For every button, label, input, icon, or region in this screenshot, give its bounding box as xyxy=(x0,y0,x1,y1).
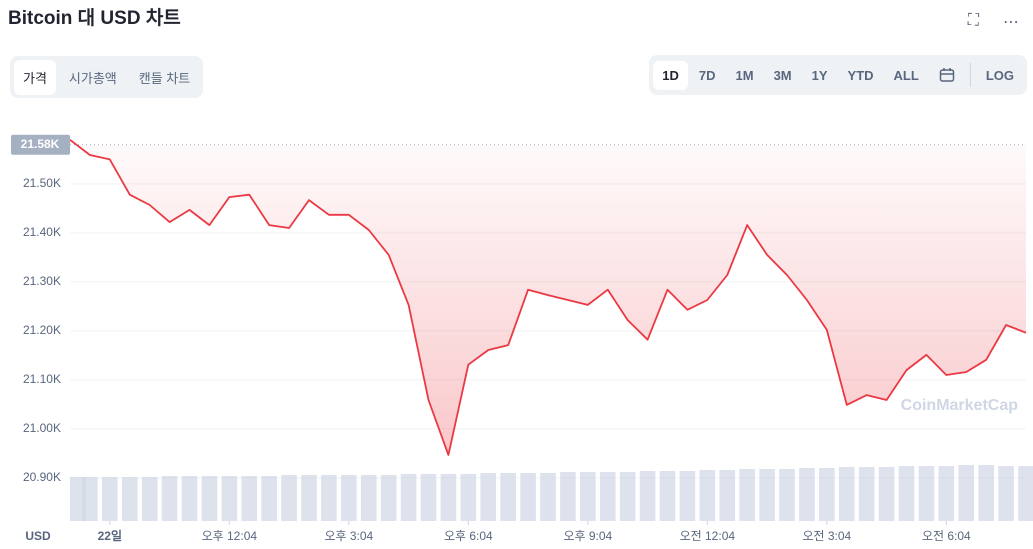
y-tick-label: 21.30K xyxy=(23,274,61,288)
toolbar-icons: ⛶ ⋯ xyxy=(968,12,1019,32)
tab[interactable]: 캔들 차트 xyxy=(138,70,191,86)
x-tick-label: 오전 3:04 xyxy=(802,529,851,543)
x-tick-label: 22일 xyxy=(98,529,122,543)
volume-bar xyxy=(321,475,337,521)
volume-bar xyxy=(141,477,158,521)
x-tick-label: 오후 12:04 xyxy=(202,529,258,543)
volume-bar xyxy=(82,477,98,521)
volume-bar xyxy=(739,469,755,521)
range-button[interactable]: YTD xyxy=(847,67,874,83)
volume-bar xyxy=(281,475,297,521)
chart-title: Bitcoin 대 USD 차트 xyxy=(8,8,181,29)
log-button[interactable]: LOG xyxy=(985,67,1014,83)
price-area xyxy=(70,139,1026,455)
volume-bar xyxy=(440,474,457,521)
price-line xyxy=(69,139,1027,456)
more-button[interactable]: ⋯ xyxy=(1003,14,1019,31)
volume-bar xyxy=(639,471,656,521)
volume-bar xyxy=(699,470,716,521)
x-tick-label: 오전 12:04 xyxy=(680,529,736,543)
range-button[interactable]: 3M xyxy=(773,67,792,83)
volume-bar xyxy=(958,465,975,521)
volume-bar xyxy=(679,471,696,521)
volume-bar xyxy=(181,476,198,521)
tab-bar: 가격 시가총액 캔들 차트 xyxy=(10,56,204,98)
range-button[interactable]: 1D xyxy=(653,60,688,90)
y-tick-label: 21.50K xyxy=(23,176,61,190)
volume-bar xyxy=(819,468,835,521)
volume-bar xyxy=(918,466,935,521)
volume-bar xyxy=(560,472,576,521)
range-button[interactable]: ALL xyxy=(893,67,919,83)
fullscreen-button[interactable]: ⛶ xyxy=(967,12,979,29)
x-tick-label: 오후 3:04 xyxy=(324,529,373,543)
volume-bar xyxy=(799,468,815,521)
volume-bar xyxy=(261,476,277,521)
x-tick-label: 오전 6:04 xyxy=(922,529,971,543)
range-button[interactable]: 7D xyxy=(698,67,716,83)
y-tick-label: 21.40K xyxy=(23,225,61,239)
volume-bar xyxy=(580,472,596,521)
volume-bar xyxy=(619,472,636,521)
y-tick-label: 21.10K xyxy=(23,372,61,386)
range-button[interactable]: 1M xyxy=(735,67,754,83)
volume-bar xyxy=(341,475,357,521)
reference-label: 21.58K xyxy=(21,137,60,151)
x-tick-label: 오후 6:04 xyxy=(444,529,493,543)
range-button[interactable]: 1Y xyxy=(811,67,828,83)
volume-bar xyxy=(878,467,895,521)
y-tick-label: 21.20K xyxy=(23,323,61,337)
volume-bar xyxy=(121,477,138,521)
volume-bar xyxy=(221,476,238,521)
volume-bar xyxy=(759,469,775,521)
volume-bar xyxy=(998,466,1014,521)
volume-bar xyxy=(70,477,86,521)
reference-label-bg xyxy=(11,134,70,155)
tab[interactable]: 시가총액 xyxy=(68,70,117,86)
volume-bar xyxy=(400,474,417,521)
x-tick-label: 오후 9:04 xyxy=(563,529,612,543)
volume-bar xyxy=(360,475,377,521)
volume-bar xyxy=(978,465,994,521)
volume-bar xyxy=(719,470,736,521)
volume-bar xyxy=(898,466,915,521)
volume-bar xyxy=(420,474,437,521)
separator xyxy=(969,63,971,87)
volume-bar xyxy=(500,473,516,521)
volume-bar xyxy=(938,466,955,521)
volume-bar xyxy=(1018,466,1033,521)
currency-label: USD xyxy=(25,529,51,543)
y-tick-label: 21.00K xyxy=(23,421,61,435)
y-tick-label: 20.90K xyxy=(23,470,61,484)
range-bar: 1D 7D 1M 3M 1Y YTD ALL LOG xyxy=(649,55,1027,95)
volume-bar xyxy=(659,471,676,521)
calendar-button[interactable] xyxy=(930,60,964,91)
volume-bar xyxy=(599,472,616,521)
volume-bar xyxy=(779,469,795,521)
volume-bar xyxy=(301,475,317,521)
volume-bar xyxy=(201,476,218,521)
volume-bar xyxy=(838,467,855,521)
volume-bar xyxy=(858,467,875,521)
volume-bar xyxy=(241,476,258,521)
watermark: CoinMarketCap xyxy=(901,397,1019,414)
volume-bar xyxy=(161,476,178,521)
volume-bar xyxy=(540,473,556,521)
volume-bar xyxy=(480,473,497,521)
tab[interactable]: 가격 xyxy=(14,59,56,95)
volume-bar xyxy=(102,477,118,521)
calendar-icon xyxy=(939,68,955,83)
volume-bar xyxy=(520,473,536,521)
volume-bar xyxy=(380,475,397,521)
volume-bar xyxy=(460,474,477,521)
